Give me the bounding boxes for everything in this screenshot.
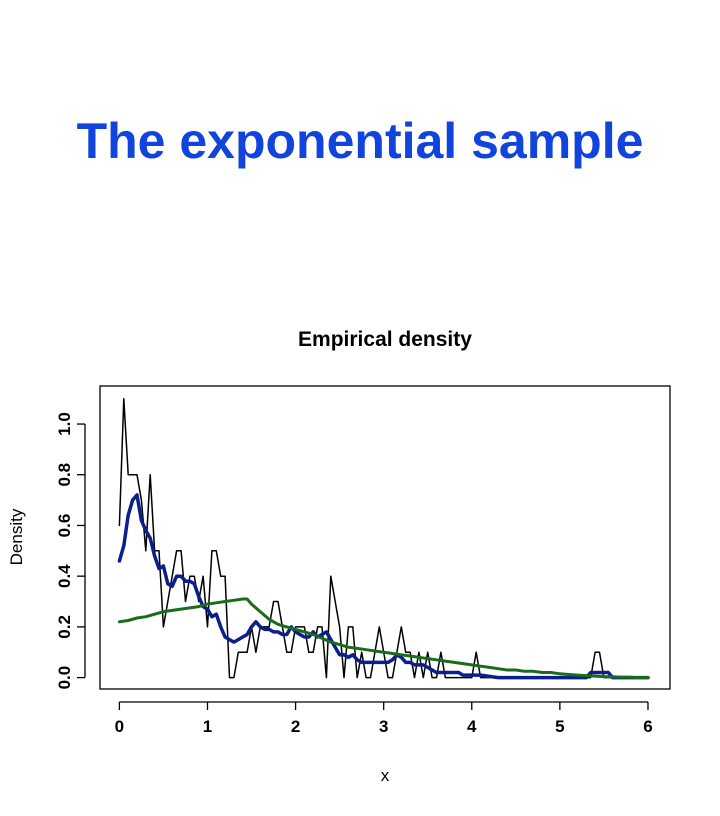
y-tick-label: 0.8 bbox=[55, 463, 74, 487]
slide-title: The exponential sample bbox=[76, 113, 644, 169]
y-tick-label: 0.6 bbox=[55, 514, 74, 538]
x-tick-label: 2 bbox=[291, 717, 300, 736]
plot-frame bbox=[99, 385, 671, 690]
x-tick-label: 4 bbox=[467, 717, 477, 736]
series-line-smooth bbox=[117, 597, 650, 680]
chart-title: Empirical density bbox=[298, 328, 472, 351]
series-line-raw bbox=[118, 397, 649, 679]
y-tick-label: 0.4 bbox=[55, 564, 74, 588]
x-tick-label: 6 bbox=[643, 717, 652, 736]
x-tick-label: 5 bbox=[555, 717, 564, 736]
y-tick-label: 1.0 bbox=[55, 412, 74, 436]
y-axis-label: Density bbox=[7, 508, 26, 565]
y-tick-label: 0.2 bbox=[55, 615, 74, 639]
y-tick-label: 0.0 bbox=[55, 666, 74, 690]
x-tick-label: 0 bbox=[115, 717, 124, 736]
x-axis-label: x bbox=[381, 766, 390, 785]
axes-layer: 0 1 2 3 4 5 6 0.0 0.2 0.4 0.6 0.8 1.0 bbox=[55, 412, 653, 736]
series-layer bbox=[117, 397, 650, 680]
x-tick-label: 3 bbox=[379, 717, 388, 736]
x-tick-label: 1 bbox=[203, 717, 212, 736]
